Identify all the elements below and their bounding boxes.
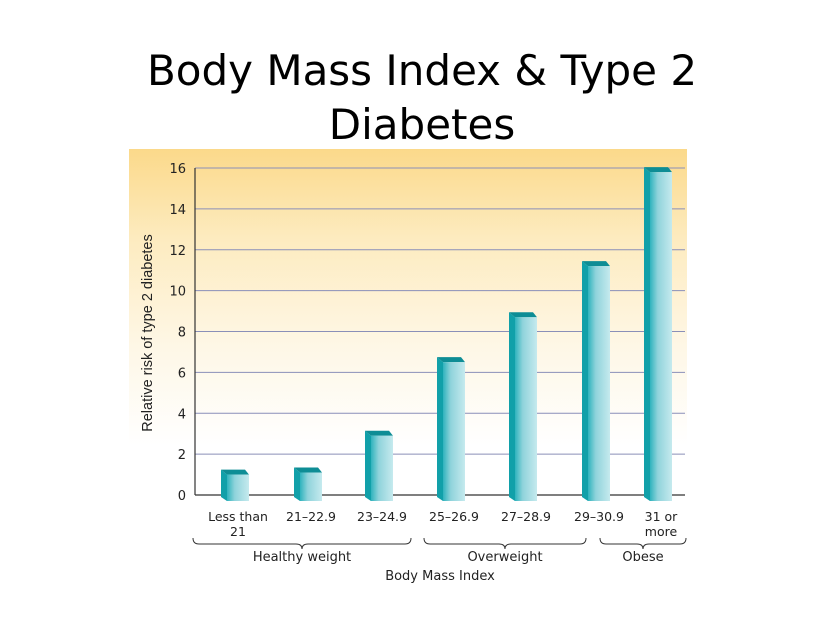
bar-top [582,261,610,267]
y-axis-title: Relative risk of type 2 diabetes [140,234,156,431]
bar-face [371,435,393,501]
y-tick-label: 2 [178,448,186,463]
bar-face [300,472,322,501]
y-tick-label: 4 [178,407,186,422]
group-brace [423,537,587,550]
bar-side [509,312,515,501]
slide-title-line1: Body Mass Index & Type 2 [146,46,698,95]
bar-0 [221,469,249,501]
group-label: Overweight [467,550,542,565]
bar-layer [221,167,672,501]
bar-face [588,266,610,501]
slide-title: Body Mass Index & Type 2 Diabetes [0,44,822,152]
bar-side [365,430,371,501]
y-tick-label: 0 [178,489,186,504]
x-tick-label: 29–30.9 [574,509,624,524]
y-tick-label: 10 [169,285,186,300]
bar-5 [582,261,610,501]
bar-side [437,357,443,501]
bar-1 [294,467,322,501]
y-tick-label: 14 [169,203,186,218]
x-axis-title: Body Mass Index [385,569,495,584]
bar-6 [644,167,672,501]
bar-face [515,317,537,501]
group-label: Obese [622,550,663,565]
bar-side [221,469,227,501]
y-tick-label: 12 [169,244,186,259]
group-brace [599,537,687,550]
y-tick-label: 6 [178,366,186,381]
bar-face [443,362,465,501]
x-tick-label: 25–26.9 [429,509,479,524]
group-label: Healthy weight [253,550,351,565]
x-tick-label: Less than 21 [208,509,268,539]
bar-top [509,312,537,318]
group-brace [192,537,412,550]
bar-2 [365,430,393,501]
y-tick-label: 16 [169,162,186,177]
bar-top [644,167,672,173]
bar-side [644,167,650,501]
label-layer: 0 2 4 6 8 10 12 14 16 Less than 21 21–22.9 23–24.9 25… [169,162,687,565]
bar-top [294,467,322,473]
bar-side [294,467,300,501]
bar-face [227,474,249,501]
bar-face [650,172,672,501]
x-tick-label: 31 or more [645,509,679,539]
bar-top [365,430,393,436]
slide-title-line2: Diabetes [328,100,516,149]
bar-top [221,469,249,475]
x-tick-label: 27–28.9 [501,509,551,524]
bar-3 [437,357,465,501]
x-tick-label: 23–24.9 [357,509,407,524]
x-tick-label: 21–22.9 [286,509,336,524]
bar-4 [509,312,537,501]
bar-top [437,357,465,363]
y-tick-label: 8 [178,326,186,341]
bar-side [582,261,588,501]
